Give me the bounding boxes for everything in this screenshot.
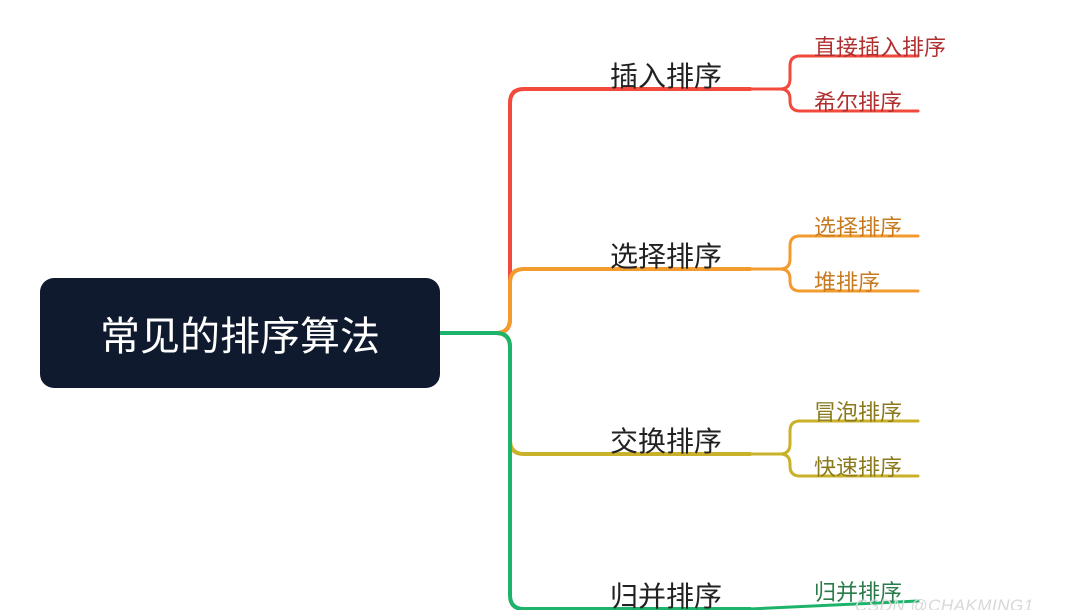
mid-node: 插入排序 <box>610 55 722 95</box>
leaf-node: 冒泡排序 <box>814 395 902 427</box>
watermark-text: CSDN @CHAKMING1 <box>855 596 1034 610</box>
root-label: 常见的排序算法 <box>100 304 380 362</box>
leaf-node: 直接插入排序 <box>814 30 946 62</box>
leaf-node: 堆排序 <box>814 265 880 297</box>
mid-node: 交换排序 <box>610 420 722 460</box>
leaf-node: 希尔排序 <box>814 85 902 117</box>
mid-node: 选择排序 <box>610 235 722 275</box>
mid-node: 归并排序 <box>610 575 722 610</box>
leaf-node: 快速排序 <box>814 450 902 482</box>
root-node: 常见的排序算法 <box>40 278 440 388</box>
leaf-node: 选择排序 <box>814 210 902 242</box>
